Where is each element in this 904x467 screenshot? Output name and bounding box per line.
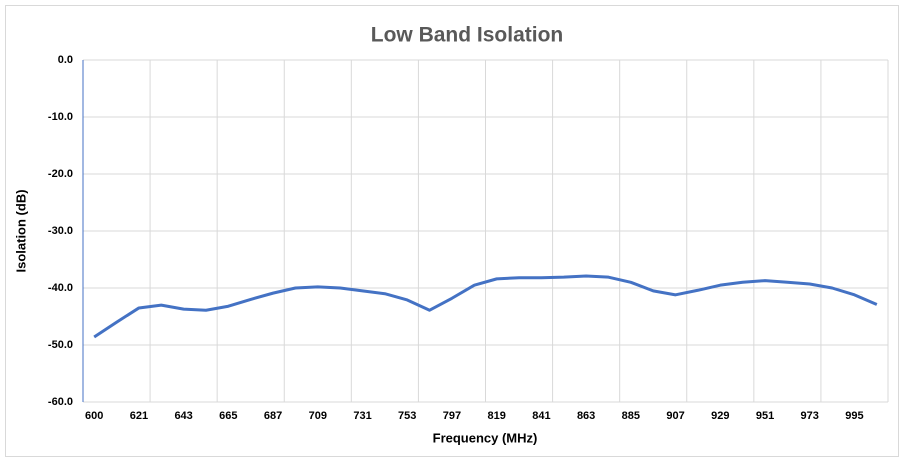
x-tick-label: 797 (443, 410, 461, 422)
x-tick-label: 753 (398, 410, 416, 422)
x-axis-title: Frequency (MHz) (433, 430, 538, 445)
x-tick-label: 665 (219, 410, 237, 422)
y-tick-label: -60.0 (48, 396, 73, 408)
y-tick-label: 0.0 (58, 54, 73, 66)
y-axis-title: Isolation (dB) (13, 189, 28, 272)
x-tick-label: 643 (174, 410, 192, 422)
chart-title: Low Band Isolation (371, 24, 564, 47)
x-tick-label: 841 (532, 410, 550, 422)
x-tick-label: 863 (577, 410, 595, 422)
data-line (93, 274, 878, 339)
x-tick-label: 687 (264, 410, 282, 422)
y-tick-label: -30.0 (48, 225, 73, 237)
x-tick-label: 709 (309, 410, 327, 422)
x-tick-label: 819 (488, 410, 506, 422)
y-tick-label: -40.0 (48, 282, 73, 294)
x-tick-label: 621 (130, 410, 148, 422)
x-tick-label: 995 (845, 410, 863, 422)
x-tick-label: 885 (622, 410, 640, 422)
x-tick-label: 973 (801, 410, 819, 422)
y-tick-label: -50.0 (48, 339, 73, 351)
x-tick-label: 929 (711, 410, 729, 422)
x-tick-label: 951 (756, 410, 774, 422)
x-tick-label: 907 (666, 410, 684, 422)
y-tick-label: -10.0 (48, 111, 73, 123)
x-tick-label: 600 (85, 410, 103, 422)
y-tick-label: -20.0 (48, 168, 73, 180)
x-tick-label: 731 (353, 410, 371, 422)
